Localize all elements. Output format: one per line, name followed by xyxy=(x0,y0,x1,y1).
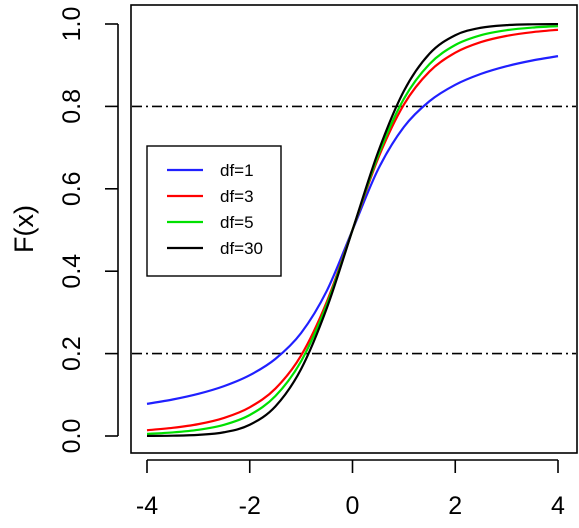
y-tick-label: 1.0 xyxy=(58,7,86,42)
series-lines xyxy=(146,22,559,438)
legend: df=1 df=3 df=5 df=30 xyxy=(146,145,282,277)
y-tick-label: 0.8 xyxy=(58,89,86,124)
reference-lines xyxy=(132,105,576,355)
legend-label-df-1: df=1 xyxy=(220,161,254,180)
x-tick-label: 2 xyxy=(448,492,462,520)
legend-box xyxy=(146,145,282,277)
x-tick-label: 4 xyxy=(551,492,565,520)
y-tick-label: 0.2 xyxy=(58,336,86,371)
y-tick-label: 0.4 xyxy=(58,254,86,289)
y-axis: 0.0 0.2 0.4 0.6 0.8 1.0 xyxy=(58,7,119,454)
legend-label-df-3: df=3 xyxy=(220,187,254,206)
plot-frame xyxy=(130,4,578,454)
x-tick-label: -4 xyxy=(136,492,158,520)
x-axis: -4 -2 0 2 4 xyxy=(136,459,565,520)
x-tick-label: -2 xyxy=(239,492,261,520)
series-line-df-30 xyxy=(146,22,559,438)
y-axis-title: F(x) xyxy=(9,205,39,253)
y-tick-label: 0.0 xyxy=(58,419,86,454)
y-tick-label: 0.6 xyxy=(58,171,86,206)
legend-label-df-30: df=30 xyxy=(220,239,263,258)
x-tick-label: 0 xyxy=(346,492,360,520)
legend-label-df-5: df=5 xyxy=(220,213,254,232)
